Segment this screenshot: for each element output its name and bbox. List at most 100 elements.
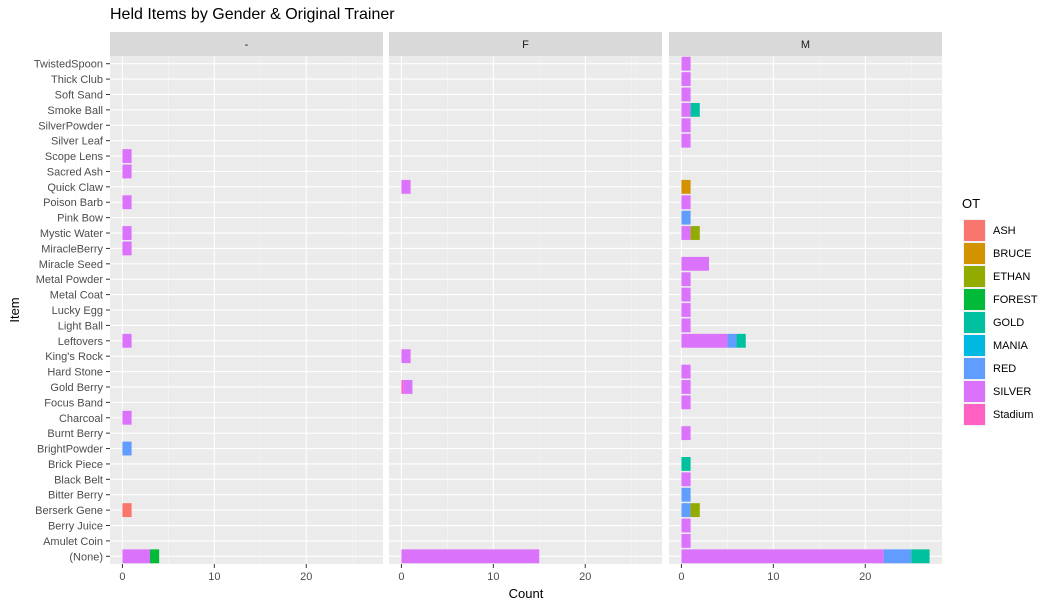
- y-tick-label: Metal Powder: [36, 274, 104, 286]
- bar-miracleberry-silver: [122, 241, 132, 256]
- legend-label-stadium: Stadium: [993, 409, 1033, 421]
- y-tick-label: Light Ball: [58, 320, 103, 332]
- y-tick-label: Leftovers: [58, 336, 104, 348]
- legend-title: OT: [962, 196, 980, 211]
- y-tick-label: Brick Piece: [48, 459, 103, 471]
- y-tick-label: Burnt Berry: [47, 428, 103, 440]
- y-axis-title: Item: [7, 297, 22, 322]
- y-tick-label: Bitter Berry: [48, 490, 104, 502]
- legend-key-red: [964, 358, 985, 379]
- x-tick-label: 0: [119, 571, 125, 583]
- x-tick-label: 20: [300, 571, 312, 583]
- bar-light-ball-silver: [681, 318, 691, 333]
- legend-key-stadium: [964, 404, 985, 425]
- bar-lucky-egg-silver: [681, 303, 691, 317]
- y-tick-label: Focus Band: [44, 397, 103, 409]
- bar-leftovers-red: [727, 333, 737, 348]
- legend-key-ethan: [964, 266, 985, 287]
- bar-none-silver: [401, 549, 540, 564]
- legend-key-mania: [964, 335, 985, 356]
- bar-sacred-ash-silver: [122, 164, 132, 179]
- bar-none-forest: [149, 549, 160, 564]
- facet-strip: [389, 32, 662, 56]
- legend-key-gold: [964, 312, 985, 333]
- legend-label-bruce: BRUCE: [993, 248, 1032, 260]
- bar-pink-bow-red: [681, 210, 691, 225]
- y-tick-label: Metal Coat: [50, 290, 103, 302]
- y-tick-label: Scope Lens: [45, 151, 104, 163]
- legend-key-silver: [964, 381, 985, 402]
- bar-silver-leaf-silver: [681, 133, 691, 148]
- y-tick-label: Pink Bow: [57, 213, 103, 225]
- bar-quick-claw-silver: [401, 179, 411, 194]
- bar-bitter-berry-red: [681, 487, 691, 502]
- bar-brightpowder-red: [122, 441, 132, 456]
- bar-silverpowder-silver: [681, 118, 691, 133]
- legend-label-red: RED: [993, 363, 1016, 375]
- legend-label-forest: FOREST: [993, 294, 1038, 306]
- y-tick-label: Hard Stone: [47, 367, 103, 379]
- y-tick-label: BrightPowder: [37, 444, 103, 456]
- legend-label-ethan: ETHAN: [993, 271, 1030, 283]
- x-tick-label: 20: [859, 571, 871, 583]
- legend-key-bruce: [964, 243, 985, 264]
- legend-label-ash: ASH: [993, 225, 1016, 237]
- y-tick-label: Amulet Coin: [43, 536, 103, 548]
- facet-strip: [669, 32, 942, 56]
- legend-label-gold: GOLD: [993, 317, 1024, 329]
- y-tick-label: Charcoal: [59, 413, 103, 425]
- y-tick-label: MiracleBerry: [41, 243, 103, 255]
- facet-label: F: [522, 39, 529, 51]
- y-tick-label: Berry Juice: [48, 521, 103, 533]
- bar-scope-lens-silver: [122, 149, 132, 163]
- bar-poison-barb-silver: [681, 195, 691, 210]
- bar-leftovers-silver: [681, 333, 728, 348]
- bar-gold-berry-stadium: [401, 380, 404, 394]
- bar-soft-sand-silver: [681, 87, 691, 102]
- chart-title: Held Items by Gender & Original Trainer: [110, 6, 395, 23]
- bar-focus-band-silver: [681, 395, 691, 410]
- y-tick-label: (None): [69, 551, 103, 563]
- bar-charcoal-silver: [122, 410, 132, 425]
- y-tick-label: King's Rock: [45, 351, 103, 363]
- y-tick-label: Gold Berry: [50, 382, 103, 394]
- bar-amulet-coin-silver: [681, 533, 691, 548]
- bar-miracle-seed-silver: [681, 256, 709, 271]
- x-tick-label: 20: [579, 571, 591, 583]
- bar-leftovers-silver: [122, 333, 132, 348]
- bar-king-s-rock-silver: [401, 349, 411, 364]
- facet-label: M: [801, 39, 810, 51]
- bar-berserk-gene-ash: [122, 503, 132, 518]
- bar-hard-stone-silver: [681, 364, 691, 379]
- bar-leftovers-gold: [736, 333, 746, 348]
- y-tick-label: TwistedSpoon: [34, 59, 103, 71]
- bar-none-red: [883, 549, 912, 564]
- y-tick-label: Quick Claw: [47, 182, 103, 194]
- y-tick-label: Poison Barb: [43, 197, 103, 209]
- bar-metal-powder-silver: [681, 272, 691, 287]
- bar-none-silver: [681, 549, 884, 564]
- y-tick-label: Mystic Water: [40, 228, 103, 240]
- bar-metal-coat-silver: [681, 287, 691, 302]
- y-tick-label: Berserk Gene: [35, 505, 103, 517]
- bar-black-belt-silver: [681, 472, 691, 487]
- bar-mystic-water-silver: [122, 226, 132, 240]
- y-tick-label: Miracle Seed: [39, 259, 103, 271]
- x-tick-label: 10: [487, 571, 499, 583]
- bar-berry-juice-silver: [681, 518, 691, 533]
- bar-berserk-gene-red: [681, 503, 691, 518]
- bar-none-silver: [122, 549, 150, 564]
- bar-berserk-gene-ethan: [690, 503, 700, 518]
- x-tick-label: 0: [678, 571, 684, 583]
- legend-label-mania: MANIA: [993, 340, 1029, 352]
- bar-thick-club-silver: [681, 72, 691, 87]
- y-tick-label: Lucky Egg: [52, 305, 103, 317]
- bar-quick-claw-bruce: [681, 179, 691, 194]
- x-tick-label: 10: [767, 571, 779, 583]
- bar-gold-berry-silver: [681, 380, 691, 394]
- bar-mystic-water-ethan: [690, 226, 700, 240]
- y-tick-label: Smoke Ball: [47, 105, 103, 117]
- x-tick-label: 10: [208, 571, 220, 583]
